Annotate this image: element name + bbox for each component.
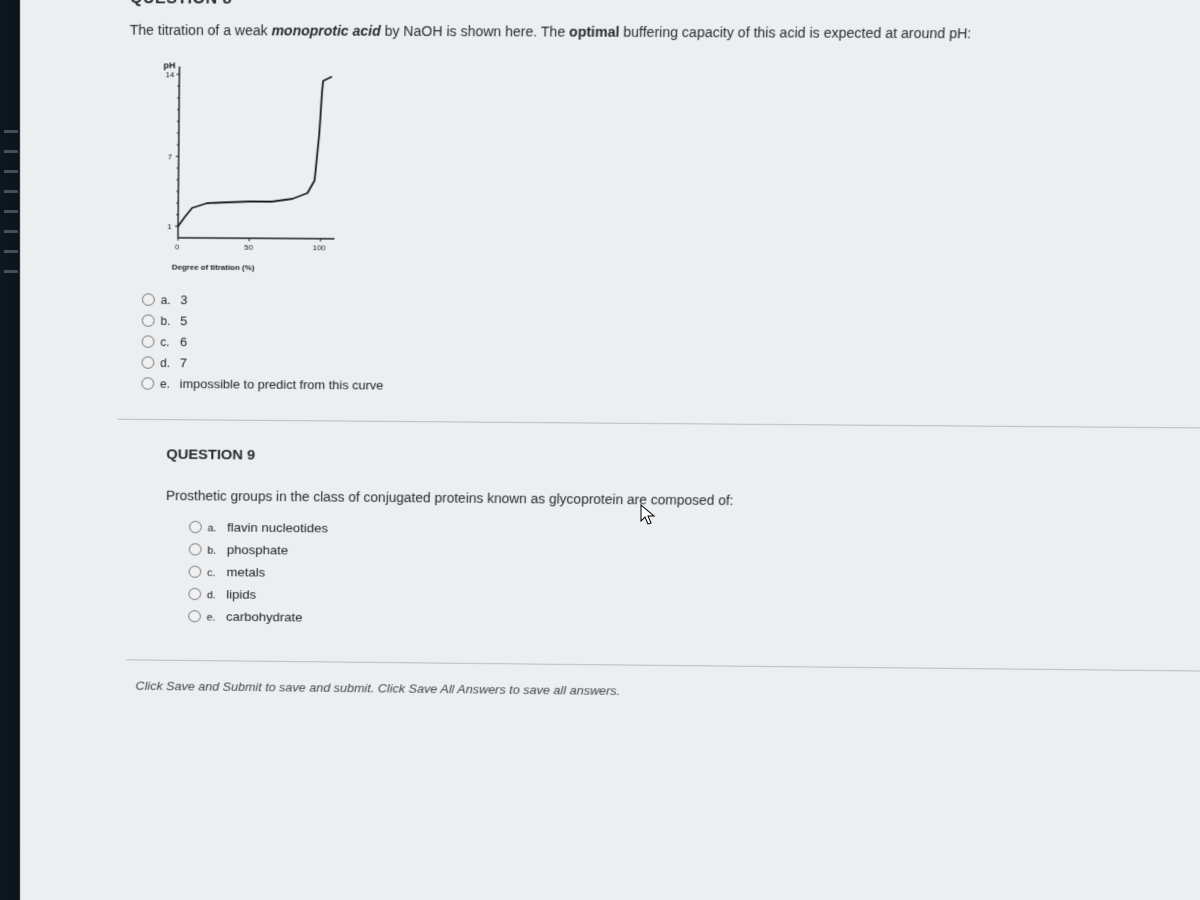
titration-curve xyxy=(178,76,331,227)
question-8: QUESTION 8 The titration of a weak monop… xyxy=(128,0,1200,400)
radio-icon[interactable] xyxy=(142,335,155,347)
option-a[interactable]: a. 3 xyxy=(142,291,1200,314)
radio-icon[interactable] xyxy=(188,611,201,623)
option-letter: a. xyxy=(208,523,222,534)
option-e[interactable]: e. carbohydrate xyxy=(188,609,1200,635)
q8-text-part: The titration of a weak xyxy=(130,22,272,38)
xtick-100: 100 xyxy=(312,243,326,252)
question-9: QUESTION 9 Prosthetic groups in the clas… xyxy=(164,447,1200,706)
footer-divider xyxy=(126,660,1200,673)
option-text: carbohydrate xyxy=(226,610,303,625)
radio-icon[interactable] xyxy=(189,544,202,556)
option-b[interactable]: b. phosphate xyxy=(189,542,1200,567)
q8-text-em: monoprotic acid xyxy=(271,23,381,39)
option-text: metals xyxy=(226,565,265,579)
option-text: impossible to predict from this curve xyxy=(180,377,384,393)
option-text: 7 xyxy=(180,356,187,370)
option-c[interactable]: c. 6 xyxy=(142,333,1200,357)
q8-text-part: by NaOH is shown here. The xyxy=(381,23,570,40)
question-8-heading: QUESTION 8 xyxy=(130,0,1200,13)
option-letter: e. xyxy=(207,613,221,624)
question-8-options: a. 3 b. 5 c. 6 d. 7 xyxy=(141,291,1200,399)
ytick-14: 14 xyxy=(165,70,175,79)
xtick-50: 50 xyxy=(244,243,253,252)
option-text: 5 xyxy=(180,314,187,328)
radio-icon[interactable] xyxy=(188,588,201,600)
radio-icon[interactable] xyxy=(189,521,202,533)
radio-icon[interactable] xyxy=(141,377,154,389)
quiz-page: QUESTION 8 The titration of a weak monop… xyxy=(20,0,1200,900)
option-b[interactable]: b. 5 xyxy=(142,312,1200,336)
ytick-1: 1 xyxy=(167,222,172,231)
option-text: 6 xyxy=(180,335,187,349)
option-letter: d. xyxy=(207,590,221,601)
radio-icon[interactable] xyxy=(189,566,202,578)
question-9-options: a. flavin nucleotides b. phosphate c. me… xyxy=(188,519,1200,634)
question-9-text: Prosthetic groups in the class of conjug… xyxy=(166,485,1200,516)
option-d[interactable]: d. lipids xyxy=(188,586,1200,612)
option-letter: b. xyxy=(160,315,174,328)
titration-chart-svg: 14 7 1 xyxy=(160,62,341,254)
option-a[interactable]: a. flavin nucleotides xyxy=(189,519,1200,544)
option-letter: d. xyxy=(160,356,174,369)
option-text: phosphate xyxy=(227,543,289,558)
option-letter: c. xyxy=(160,336,174,349)
option-c[interactable]: c. metals xyxy=(189,564,1200,589)
option-e[interactable]: e. impossible to predict from this curve xyxy=(141,375,1200,399)
radio-icon[interactable] xyxy=(142,293,155,306)
radio-icon[interactable] xyxy=(142,314,155,327)
option-text: 3 xyxy=(180,293,187,307)
option-text: lipids xyxy=(226,588,256,602)
footer-note: Click Save and Submit to save and submit… xyxy=(135,679,1200,705)
option-letter: c. xyxy=(207,568,221,579)
question-8-text: The titration of a weak monoprotic acid … xyxy=(130,20,1200,46)
q8-text-em: optimal xyxy=(569,24,620,40)
option-d[interactable]: d. 7 xyxy=(141,354,1200,378)
option-text: flavin nucleotides xyxy=(227,521,328,536)
chart-xlabel: Degree of titration (%) xyxy=(172,263,255,272)
option-letter: b. xyxy=(207,546,221,557)
option-letter: a. xyxy=(161,293,175,307)
question-9-heading: QUESTION 9 xyxy=(166,447,1200,473)
radio-icon[interactable] xyxy=(142,356,155,368)
option-letter: e. xyxy=(160,377,174,390)
q8-text-part: buffering capacity of this acid is expec… xyxy=(619,24,972,41)
titration-chart: 14 7 1 xyxy=(136,58,357,283)
question-divider xyxy=(118,419,1200,429)
xtick-0: 0 xyxy=(175,243,180,252)
chart-ylabel: pH xyxy=(163,62,175,70)
ytick-7: 7 xyxy=(168,152,173,161)
